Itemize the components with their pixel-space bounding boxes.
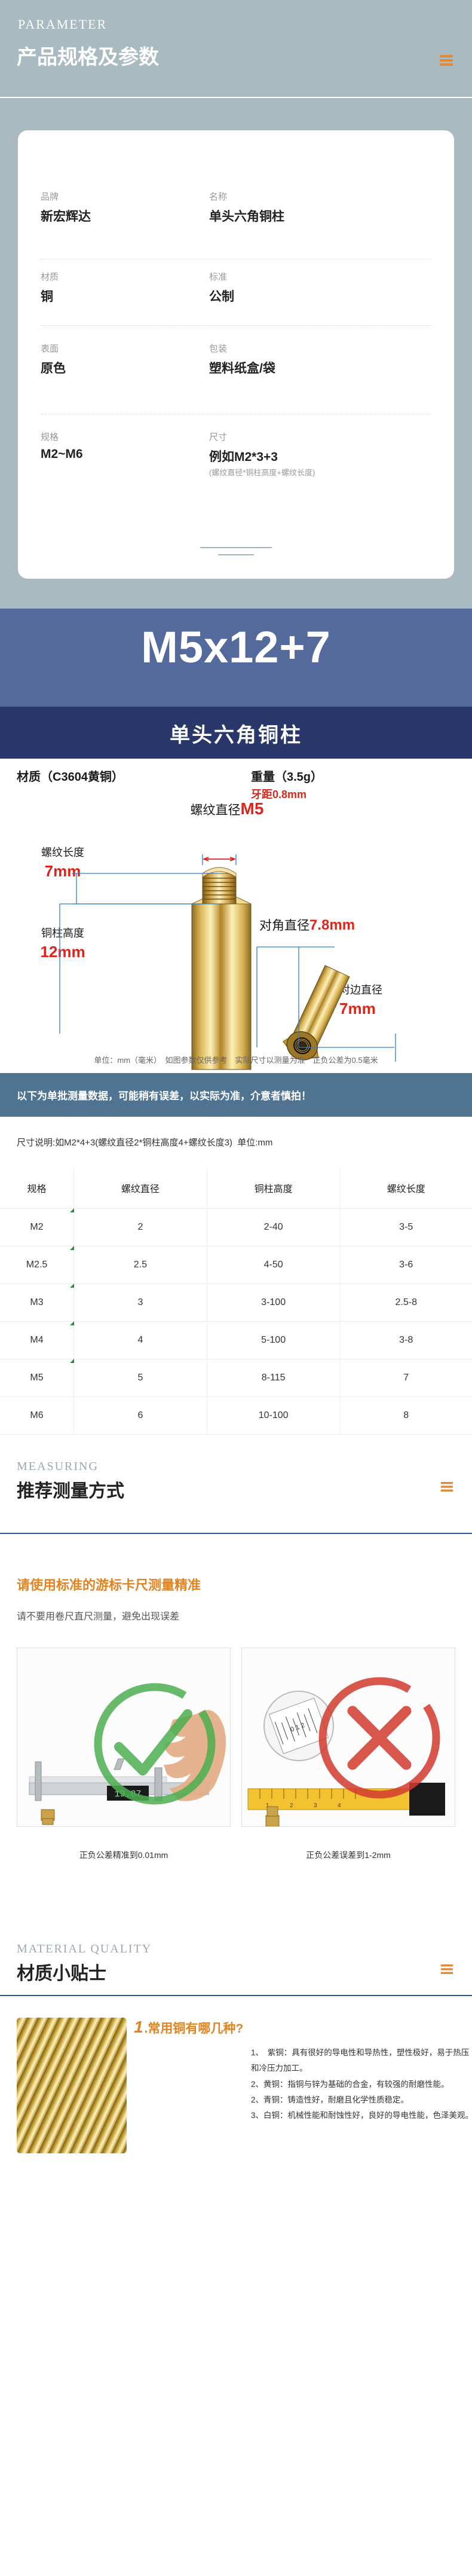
svg-text:4: 4 [338,1802,341,1809]
svg-text:3: 3 [314,1802,317,1809]
svg-text:2: 2 [290,1802,293,1809]
